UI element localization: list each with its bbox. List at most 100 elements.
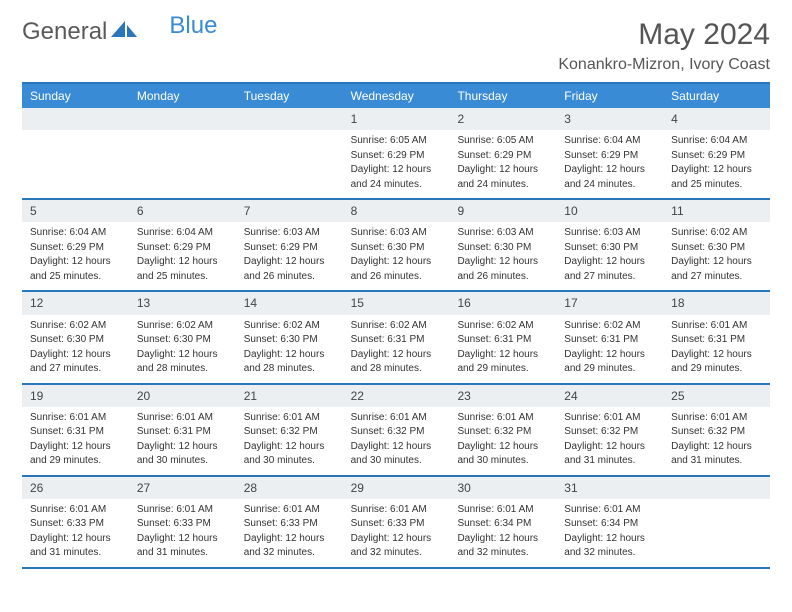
day-sunset: Sunset: 6:29 PM	[457, 149, 548, 163]
dayname-thu: Thursday	[449, 84, 556, 108]
day-sunrise: Sunrise: 6:04 AM	[564, 134, 655, 148]
day-d1: Daylight: 12 hours	[351, 440, 442, 454]
day-sunset: Sunset: 6:30 PM	[244, 333, 335, 347]
day-sunset: Sunset: 6:32 PM	[244, 425, 335, 439]
day-d2: and 30 minutes.	[137, 454, 228, 468]
day-cell: 30Sunrise: 6:01 AMSunset: 6:34 PMDayligh…	[449, 477, 556, 567]
day-sunset: Sunset: 6:30 PM	[351, 241, 442, 255]
day-d2: and 26 minutes.	[244, 270, 335, 284]
day-sunrise: Sunrise: 6:03 AM	[244, 226, 335, 240]
day-d1: Daylight: 12 hours	[564, 348, 655, 362]
day-d1: Daylight: 12 hours	[351, 532, 442, 546]
day-cell: 7Sunrise: 6:03 AMSunset: 6:29 PMDaylight…	[236, 200, 343, 290]
day-number: 9	[449, 200, 556, 222]
day-sunrise: Sunrise: 6:03 AM	[351, 226, 442, 240]
day-number: 21	[236, 385, 343, 407]
day-cell: 17Sunrise: 6:02 AMSunset: 6:31 PMDayligh…	[556, 292, 663, 382]
day-d2: and 29 minutes.	[30, 454, 121, 468]
day-d2: and 26 minutes.	[351, 270, 442, 284]
day-number: 29	[343, 477, 450, 499]
day-d2: and 25 minutes.	[137, 270, 228, 284]
day-sunrise: Sunrise: 6:01 AM	[671, 411, 762, 425]
day-d2: and 28 minutes.	[351, 362, 442, 376]
day-d1: Daylight: 12 hours	[457, 255, 548, 269]
day-number: 15	[343, 292, 450, 314]
day-sunrise: Sunrise: 6:03 AM	[457, 226, 548, 240]
location: Konankro-Mizron, Ivory Coast	[558, 56, 770, 74]
day-d1: Daylight: 12 hours	[244, 348, 335, 362]
day-d1: Daylight: 12 hours	[351, 163, 442, 177]
day-d2: and 26 minutes.	[457, 270, 548, 284]
day-sunrise: Sunrise: 6:05 AM	[351, 134, 442, 148]
day-number: 31	[556, 477, 663, 499]
day-d2: and 27 minutes.	[671, 270, 762, 284]
day-d2: and 31 minutes.	[564, 454, 655, 468]
day-sunrise: Sunrise: 6:01 AM	[351, 503, 442, 517]
day-number: 22	[343, 385, 450, 407]
day-d1: Daylight: 12 hours	[351, 255, 442, 269]
day-number	[663, 477, 770, 499]
day-cell: 29Sunrise: 6:01 AMSunset: 6:33 PMDayligh…	[343, 477, 450, 567]
month-title: May 2024	[558, 18, 770, 52]
day-number: 13	[129, 292, 236, 314]
day-d1: Daylight: 12 hours	[671, 440, 762, 454]
day-sunset: Sunset: 6:31 PM	[671, 333, 762, 347]
day-d2: and 32 minutes.	[457, 546, 548, 560]
day-number: 2	[449, 108, 556, 130]
day-d1: Daylight: 12 hours	[30, 348, 121, 362]
day-cell	[22, 108, 129, 198]
day-number	[129, 108, 236, 130]
day-cell: 4Sunrise: 6:04 AMSunset: 6:29 PMDaylight…	[663, 108, 770, 198]
day-cell	[129, 108, 236, 198]
day-body: Sunrise: 6:04 AMSunset: 6:29 PMDaylight:…	[663, 130, 770, 198]
day-cell: 5Sunrise: 6:04 AMSunset: 6:29 PMDaylight…	[22, 200, 129, 290]
day-body	[129, 130, 236, 140]
dayname-mon: Monday	[129, 84, 236, 108]
day-sunrise: Sunrise: 6:01 AM	[564, 503, 655, 517]
day-number: 24	[556, 385, 663, 407]
day-d1: Daylight: 12 hours	[137, 532, 228, 546]
day-d1: Daylight: 12 hours	[30, 532, 121, 546]
day-cell: 3Sunrise: 6:04 AMSunset: 6:29 PMDaylight…	[556, 108, 663, 198]
week-row: 1Sunrise: 6:05 AMSunset: 6:29 PMDaylight…	[22, 108, 770, 200]
week-row: 19Sunrise: 6:01 AMSunset: 6:31 PMDayligh…	[22, 385, 770, 477]
day-d1: Daylight: 12 hours	[564, 532, 655, 546]
day-body: Sunrise: 6:01 AMSunset: 6:33 PMDaylight:…	[343, 499, 450, 567]
calendar: Sunday Monday Tuesday Wednesday Thursday…	[22, 82, 770, 569]
day-body: Sunrise: 6:04 AMSunset: 6:29 PMDaylight:…	[129, 222, 236, 290]
day-d1: Daylight: 12 hours	[671, 255, 762, 269]
day-number: 26	[22, 477, 129, 499]
day-sunrise: Sunrise: 6:01 AM	[30, 503, 121, 517]
day-d2: and 24 minutes.	[564, 178, 655, 192]
page-header: General Blue May 2024 Konankro-Mizron, I…	[22, 18, 770, 74]
day-d1: Daylight: 12 hours	[457, 532, 548, 546]
day-sunrise: Sunrise: 6:01 AM	[244, 503, 335, 517]
title-block: May 2024 Konankro-Mizron, Ivory Coast	[558, 18, 770, 74]
day-body: Sunrise: 6:03 AMSunset: 6:30 PMDaylight:…	[343, 222, 450, 290]
day-body: Sunrise: 6:03 AMSunset: 6:30 PMDaylight:…	[449, 222, 556, 290]
day-sunset: Sunset: 6:31 PM	[457, 333, 548, 347]
day-d1: Daylight: 12 hours	[137, 440, 228, 454]
day-body: Sunrise: 6:01 AMSunset: 6:33 PMDaylight:…	[22, 499, 129, 567]
day-body	[22, 130, 129, 140]
day-d2: and 28 minutes.	[244, 362, 335, 376]
day-number: 5	[22, 200, 129, 222]
logo-text-2: Blue	[169, 12, 217, 40]
day-d1: Daylight: 12 hours	[137, 255, 228, 269]
day-body: Sunrise: 6:01 AMSunset: 6:32 PMDaylight:…	[556, 407, 663, 475]
day-d2: and 32 minutes.	[564, 546, 655, 560]
day-d2: and 29 minutes.	[671, 362, 762, 376]
day-number: 12	[22, 292, 129, 314]
day-body: Sunrise: 6:03 AMSunset: 6:30 PMDaylight:…	[556, 222, 663, 290]
day-number: 30	[449, 477, 556, 499]
day-number	[22, 108, 129, 130]
day-body: Sunrise: 6:01 AMSunset: 6:34 PMDaylight:…	[449, 499, 556, 567]
day-sunset: Sunset: 6:29 PM	[351, 149, 442, 163]
day-sunset: Sunset: 6:30 PM	[457, 241, 548, 255]
logo: General Blue	[22, 18, 217, 46]
day-d1: Daylight: 12 hours	[244, 440, 335, 454]
day-sunset: Sunset: 6:30 PM	[30, 333, 121, 347]
day-cell: 24Sunrise: 6:01 AMSunset: 6:32 PMDayligh…	[556, 385, 663, 475]
day-sunset: Sunset: 6:30 PM	[671, 241, 762, 255]
day-cell: 15Sunrise: 6:02 AMSunset: 6:31 PMDayligh…	[343, 292, 450, 382]
